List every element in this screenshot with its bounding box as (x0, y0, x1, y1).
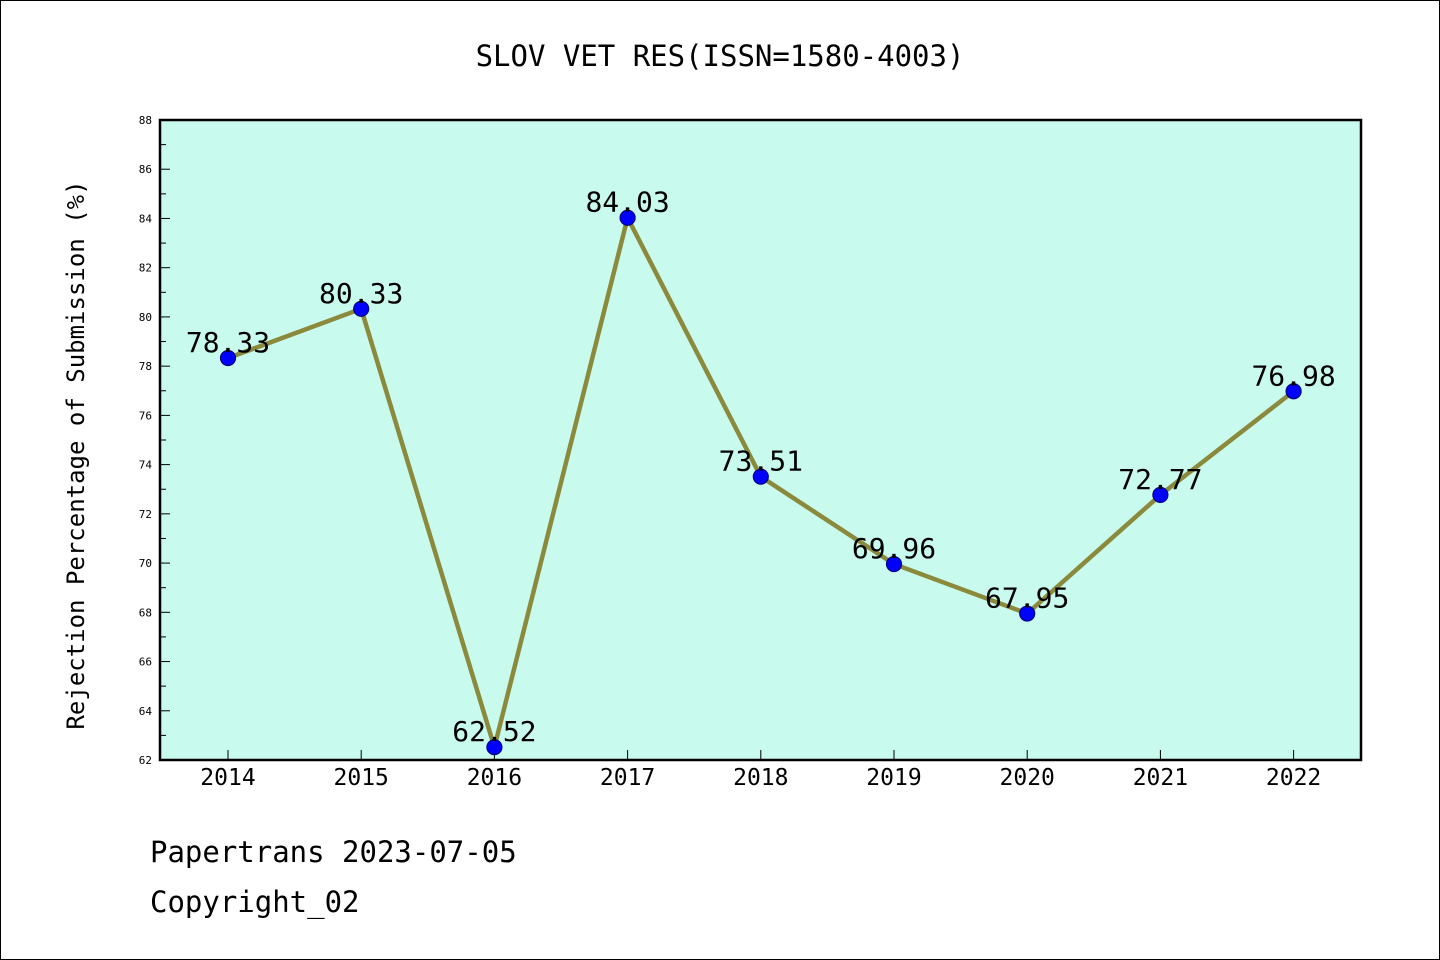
x-tick-label: 2018 (733, 765, 788, 791)
x-axis-ticks: 2014 2015 2016 2017 2018 2019 2020 2021 2022 (200, 750, 1321, 791)
x-tick-label: 2022 (1266, 765, 1321, 791)
data-labels: 78.33 80.33 62.52 84.03 73.51 69.96 67.95 72.77… (186, 186, 1336, 748)
y-tick-label: 62 (139, 754, 152, 767)
y-axis-ticks: 62 64 66 68 70 72 74 76 78 80 82 84 86 88 (139, 114, 170, 767)
y-tick-label: 82 (139, 262, 152, 275)
data-point (1152, 486, 1169, 503)
data-point (1019, 605, 1036, 622)
y-tick-label: 66 (139, 656, 152, 669)
data-point (752, 468, 769, 485)
y-tick-label: 86 (139, 163, 152, 176)
data-label: 73.51 (719, 445, 803, 478)
y-tick-label: 64 (139, 705, 153, 718)
y-tick-label: 84 (139, 212, 153, 225)
data-point (619, 209, 636, 226)
footer-copyright: Copyright_02 (150, 885, 360, 919)
y-tick-label: 70 (139, 557, 152, 570)
y-tick-label: 80 (139, 311, 152, 324)
data-point (353, 300, 370, 317)
x-tick-label: 2017 (600, 765, 655, 791)
data-label: 69.96 (852, 532, 936, 565)
footer-date: Papertrans 2023-07-05 (150, 835, 517, 869)
chart-title: SLOV VET RES(ISSN=1580-4003) (476, 39, 965, 73)
data-points (219, 209, 1302, 756)
data-label: 62.52 (452, 715, 536, 748)
data-label: 80.33 (319, 277, 403, 310)
data-label: 76.98 (1251, 359, 1335, 392)
data-label: 78.33 (186, 326, 270, 359)
x-tick-label: 2014 (200, 765, 255, 791)
y-tick-label: 76 (139, 409, 152, 422)
data-point (1285, 383, 1302, 400)
y-tick-label: 78 (139, 360, 152, 373)
y-tick-label: 88 (139, 114, 152, 127)
y-axis-label: Rejection Percentage of Submission (%) (62, 180, 90, 729)
y-tick-label: 74 (139, 459, 153, 472)
x-tick-label: 2021 (1133, 765, 1188, 791)
x-tick-label: 2015 (334, 765, 389, 791)
x-tick-label: 2016 (467, 765, 522, 791)
data-point (885, 555, 903, 573)
data-label: 84.03 (585, 186, 669, 219)
data-point (219, 349, 237, 367)
data-label: 72.77 (1118, 463, 1202, 496)
data-label: 67.95 (985, 582, 1069, 615)
data-point (486, 739, 503, 756)
y-tick-label: 72 (139, 508, 152, 521)
y-tick-label: 68 (139, 606, 152, 619)
x-tick-label: 2019 (866, 765, 921, 791)
x-tick-label: 2020 (1000, 765, 1055, 791)
plot-area (158, 118, 1363, 762)
